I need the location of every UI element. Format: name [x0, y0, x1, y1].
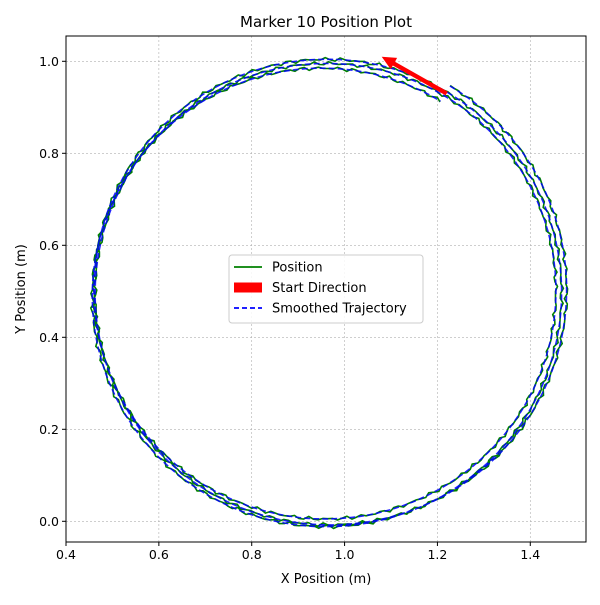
y-tick-label: 0.2 [39, 422, 59, 437]
plot-area [89, 56, 569, 530]
legend-entry-position: Position [272, 261, 323, 276]
x-axis-title: X Position (m) [281, 572, 372, 587]
y-tick-label: 0.8 [39, 146, 59, 161]
x-tick-label: 1.2 [427, 547, 447, 562]
y-axis-title: Y Position (m) [14, 244, 29, 335]
axes-frame [65, 35, 587, 543]
y-tick-label: 1.0 [39, 54, 59, 69]
legend-box [228, 254, 424, 324]
y-tick-label: 0.6 [39, 238, 59, 253]
legend-swatch [234, 282, 262, 293]
position-line [89, 56, 569, 530]
x-tick-label: 0.8 [242, 547, 262, 562]
y-tick-label: 0.4 [39, 330, 59, 345]
legend-entry-smoothed-trajectory: Smoothed Trajectory [272, 302, 407, 317]
smoothed-trajectory-line [91, 58, 568, 528]
x-tick-label: 1.0 [335, 547, 355, 562]
y-tick-label: 0.0 [39, 514, 59, 529]
start-direction-arrow [381, 56, 448, 96]
chart-title: Marker 10 Position Plot [240, 13, 412, 31]
x-tick-label: 0.4 [56, 547, 76, 562]
ticks: 0.4 0.6 0.8 1.0 1.2 1.4 0.0 0.2 0.4 0.6 0.8 1.0 [39, 54, 540, 562]
legend: Position Start Direction Smoothed Trajecto… [228, 254, 424, 324]
legend-entry-start-direction: Start Direction [272, 281, 367, 296]
x-tick-label: 1.4 [520, 547, 540, 562]
x-tick-label: 0.6 [149, 547, 169, 562]
